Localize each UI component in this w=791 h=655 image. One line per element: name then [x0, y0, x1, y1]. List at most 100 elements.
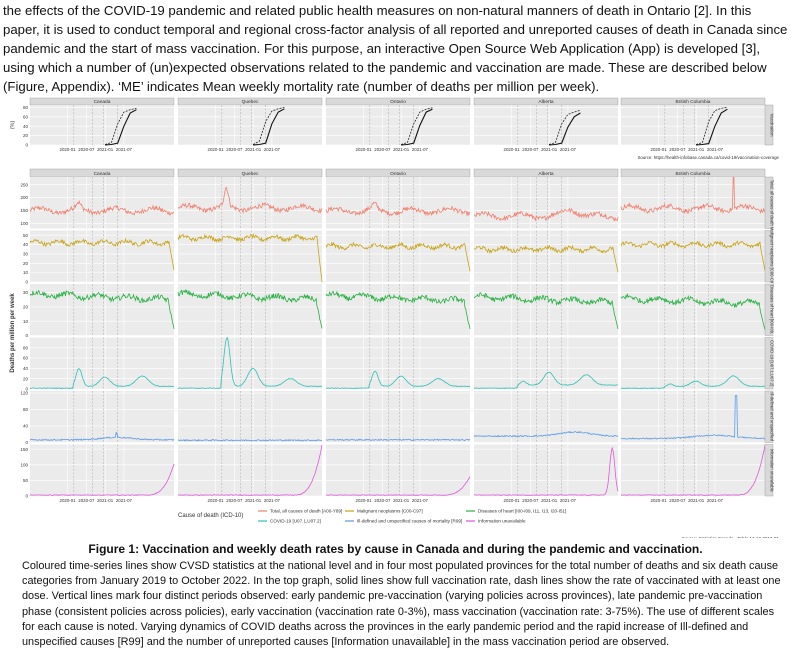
covid-series-line: [177, 336, 323, 389]
death-x-tick: 2020-01: [504, 498, 521, 503]
vacc-strip-label: Vaccination: [770, 114, 775, 137]
one-dose-line: [104, 107, 137, 145]
death-panel-bg: [621, 444, 765, 496]
death-x-tick: 2020-07: [522, 498, 539, 503]
death-region-label: Ontario: [390, 171, 406, 177]
death-y-tick: 150: [20, 447, 28, 452]
death-y-tick: 120: [20, 391, 28, 396]
heart-series-line: [325, 290, 471, 329]
cause-strip: [764, 444, 774, 497]
death-x-tick: 2021-01: [97, 498, 114, 503]
death-y-tick: 10: [23, 319, 29, 324]
vacc-source: Source: https://health-infobase.canada.c…: [637, 155, 779, 160]
death-panel-bg: [326, 230, 470, 282]
cause-strip: [764, 176, 774, 229]
death-x-tick: 2021-07: [116, 498, 133, 503]
death-y-tick: 30: [23, 290, 29, 295]
death-x-tick: 2021-01: [688, 498, 705, 503]
vacc-x-tick: 2020-01: [504, 147, 521, 152]
vacc-region-label: Ontario: [390, 99, 406, 105]
legend-label: COVID-19 [U07.1,U07.2]: [270, 519, 321, 524]
illdefined-series-line: [325, 438, 471, 442]
covid-series-line: [621, 375, 766, 389]
malignant-series-line: [620, 240, 766, 271]
death-region-label: British Columbia: [676, 171, 711, 177]
death-panel-bg: [326, 284, 470, 336]
death-panel-bg: [178, 391, 322, 443]
death-y-tick: 80: [23, 345, 29, 350]
full-vaccination-line: [696, 108, 728, 146]
death-panel-bg: [30, 177, 174, 229]
illdefined-series-line: [29, 432, 175, 442]
legend-label: Malignant neoplasms [C00-C97]: [357, 509, 423, 514]
death-y-tick: 10: [23, 270, 29, 275]
heart-series-line: [473, 292, 619, 329]
intro-paragraph: the effects of the COVID-19 pandemic and…: [3, 3, 788, 94]
malignant-series-line: [29, 237, 175, 271]
death-region-label: Canada: [94, 171, 111, 177]
vacc-region-label: Quebec: [242, 99, 259, 105]
vacc-x-tick: 2021-01: [541, 147, 558, 152]
death-panel-bg: [474, 444, 618, 496]
death-y-tick: 50: [23, 478, 29, 483]
unavailable-series-line: [177, 444, 323, 496]
cause-strip-label: Ill-defined and unspecified: [770, 392, 775, 441]
death-x-tick: 2020-07: [374, 498, 391, 503]
vacc-x-tick: 2020-07: [374, 147, 391, 152]
death-panel-bg: [621, 284, 765, 336]
illdefined-series-line: [473, 430, 619, 438]
death-y-tick: 40: [23, 242, 29, 247]
death-x-tick: 2021-07: [264, 498, 281, 503]
cause-strip: [764, 390, 774, 443]
covid-series-line: [325, 370, 470, 389]
figure-1: (%) Canada 0 20 40 60 80 2020-01 2020-07 2021-01 2…: [0, 93, 791, 538]
total-series-line: [620, 176, 766, 215]
death-x-tick: 2020-07: [226, 498, 243, 503]
vacc-x-tick: 2020-01: [651, 147, 668, 152]
cause-strip-label: Information unavailable: [770, 449, 775, 493]
death-y-tick: 0: [25, 387, 28, 392]
death-y-tick: 20: [23, 376, 29, 381]
death-panel-bg: [30, 444, 174, 496]
one-dose-line: [252, 107, 285, 145]
death-panel-bg: [326, 444, 470, 496]
death-x-tick: 2020-07: [78, 498, 95, 503]
legend-label: Ill-defined and unspecified causes of mo…: [357, 519, 462, 524]
heart-series-line: [29, 289, 175, 329]
death-y-tick: 40: [23, 366, 29, 371]
vacc-region-label: Alberta: [538, 99, 554, 105]
death-x-tick: 2020-01: [60, 498, 77, 503]
death-panel-bg: [326, 177, 470, 229]
vacc-y-tick: 60: [23, 114, 29, 119]
death-x-tick: 2020-01: [651, 498, 668, 503]
death-region-label: Alberta: [538, 171, 554, 177]
unavailable-series-line: [620, 444, 766, 496]
death-y-tick: 0: [25, 280, 28, 285]
vacc-x-tick: 2020-01: [60, 147, 77, 152]
vacc-x-tick: 2021-01: [393, 147, 410, 152]
death-y-label: Deaths per million per week: [10, 293, 16, 373]
one-dose-line: [695, 107, 728, 145]
malignant-series-line: [473, 244, 619, 273]
unavailable-series-line: [325, 476, 471, 496]
death-y-tick: 200: [20, 195, 28, 200]
death-y-tick: 150: [20, 208, 28, 213]
death-y-tick: 20: [23, 261, 29, 266]
cause-strip-label: COVID-19 [U07.1,U07.2]: [770, 340, 775, 386]
death-y-tick: 100: [20, 221, 28, 226]
figure-caption-title: Figure 1: Vaccination and weekly death r…: [88, 542, 703, 556]
unavailable-series-line: [473, 446, 619, 496]
malignant-series-line: [325, 241, 471, 272]
legend-label: Diseases of heart [I00-I09, I11, I13, I2…: [478, 509, 566, 514]
figure-caption-body: Coloured time-series lines show CVSD sta…: [22, 560, 781, 649]
total-series-line: [177, 186, 323, 215]
vacc-x-tick: 2021-07: [264, 147, 281, 152]
cause-strip-label: Diseases of heart [I00-I09,: [770, 285, 775, 334]
unavailable-series-line: [29, 463, 175, 496]
full-vaccination-line: [105, 109, 137, 146]
death-y-tick: 0: [25, 494, 28, 499]
vacc-x-tick: 2021-07: [412, 147, 429, 152]
legend-label: Information unavailable: [478, 519, 526, 524]
death-x-tick: 2020-01: [356, 498, 373, 503]
vacc-x-tick: 2021-07: [707, 147, 724, 152]
